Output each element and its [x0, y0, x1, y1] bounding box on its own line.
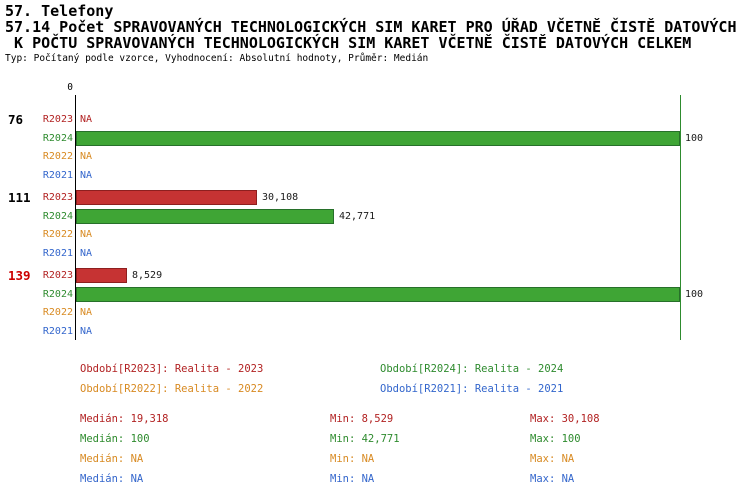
series-label-r2022: R2022 [42, 307, 73, 318]
legend-r2024: Období[R2024]: Realita - 2024 [380, 363, 564, 375]
na-value-r2021: NA [80, 248, 93, 259]
stat-max-r2021: Max: NA [530, 473, 575, 485]
series-label-r2021: R2021 [42, 248, 73, 259]
stat-min-r2021: Min: NA [330, 473, 375, 485]
stat-median-r2021: Medián: NA [80, 473, 144, 485]
na-value-r2023: NA [80, 114, 93, 125]
group-label: 111 [8, 190, 31, 205]
series-label-r2022: R2022 [42, 229, 73, 240]
bar-value-label: 8,529 [132, 270, 163, 281]
legend-r2021: Období[R2021]: Realita - 2021 [380, 383, 564, 395]
chart-title-line2: K POČTU SPRAVOVANÝCH TECHNOLOGICKÝCH SIM… [5, 34, 692, 52]
series-label-r2021: R2021 [42, 170, 73, 181]
bar-value-label: 100 [685, 289, 704, 300]
axis-zero-label: 0 [67, 82, 73, 93]
series-label-r2024: R2024 [42, 289, 73, 300]
max-gridline [680, 95, 681, 340]
group-label: 76 [8, 112, 24, 127]
value-bar-r2024 [76, 287, 680, 302]
series-label-r2024: R2024 [42, 211, 73, 222]
series-label-r2024: R2024 [42, 133, 73, 144]
na-value-r2021: NA [80, 170, 93, 181]
stat-median-r2024: Medián: 100 [80, 433, 150, 445]
value-bar-r2023 [76, 268, 127, 283]
value-bar-r2024 [76, 209, 334, 224]
group-label: 139 [8, 268, 31, 283]
stat-min-r2022: Min: NA [330, 453, 375, 465]
bar-value-label: 30,108 [262, 192, 299, 203]
series-label-r2021: R2021 [42, 326, 73, 337]
stat-median-r2023: Medián: 19,318 [80, 413, 169, 425]
na-value-r2022: NA [80, 229, 93, 240]
stat-min-r2023: Min: 8,529 [330, 413, 394, 425]
bar-value-label: 100 [685, 133, 704, 144]
stat-min-r2024: Min: 42,771 [330, 433, 400, 445]
na-value-r2021: NA [80, 326, 93, 337]
section-title: 57. Telefony [5, 2, 114, 20]
stat-max-r2023: Max: 30,108 [530, 413, 600, 425]
na-value-r2022: NA [80, 307, 93, 318]
value-bar-r2024 [76, 131, 680, 146]
chart-meta: Typ: Počítaný podle vzorce, Vyhodnocení:… [5, 53, 429, 64]
chart-title-line1: 57.14 Počet SPRAVOVANÝCH TECHNOLOGICKÝCH… [5, 18, 737, 36]
series-label-r2023: R2023 [42, 192, 73, 203]
y-axis-line [75, 95, 76, 340]
stat-max-r2024: Max: 100 [530, 433, 581, 445]
series-label-r2023: R2023 [42, 270, 73, 281]
na-value-r2022: NA [80, 151, 93, 162]
value-bar-r2023 [76, 190, 257, 205]
bar-value-label: 42,771 [339, 211, 376, 222]
stat-median-r2022: Medián: NA [80, 453, 144, 465]
stat-max-r2022: Max: NA [530, 453, 575, 465]
legend-r2022: Období[R2022]: Realita - 2022 [80, 383, 264, 395]
series-label-r2022: R2022 [42, 151, 73, 162]
series-label-r2023: R2023 [42, 114, 73, 125]
legend-r2023: Období[R2023]: Realita - 2023 [80, 363, 264, 375]
